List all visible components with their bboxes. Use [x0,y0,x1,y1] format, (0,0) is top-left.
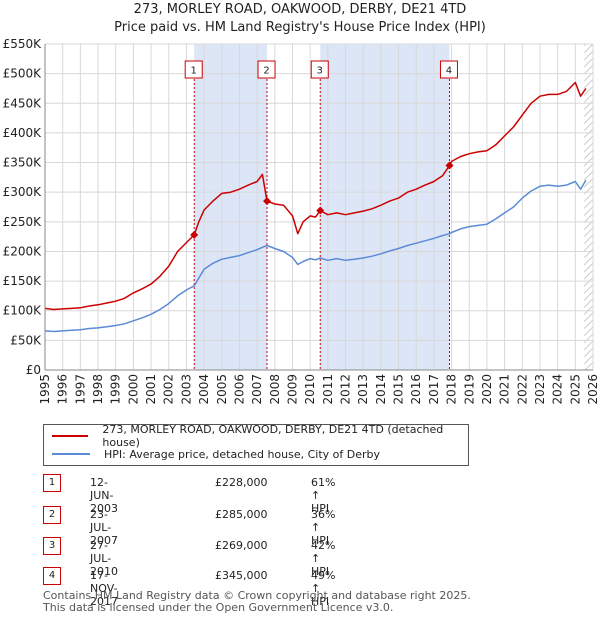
x-tick-label: 1998 [91,374,105,405]
legend: 273, MORLEY ROAD, OAKWOOD, DERBY, DE21 4… [43,423,469,466]
sale-marker-label: 3 [317,66,323,77]
y-tick-label: £550K [3,37,43,51]
x-tick-label: 2013 [356,374,370,405]
sale-marker-label: 4 [446,66,452,77]
x-tick-label: 1996 [56,374,70,405]
x-tick-label: 2007 [250,374,264,405]
x-tick-label: 2015 [392,374,406,405]
x-tick-label: 2021 [498,374,512,405]
x-tick-label: 2003 [179,374,193,405]
x-tick-label: 1995 [38,374,52,405]
shaded-period [320,44,450,370]
y-tick-label: £100K [3,304,43,318]
hpi-line [44,179,587,333]
x-tick-label: 1999 [109,374,123,405]
x-tick-label: 2006 [232,374,246,405]
y-tick-label: £50K [10,333,42,347]
y-tick-label: £0 [26,363,41,377]
transaction-price: £345,000 [215,569,268,582]
transaction-date: 17-NOV-2017 [90,569,118,608]
x-tick-label: 2017 [427,374,441,405]
y-tick-label: £450K [3,96,43,110]
chart-title: 273, MORLEY ROAD, OAKWOOD, DERBY, DE21 4… [133,2,467,17]
x-tick-label: 2014 [374,374,388,405]
sale-marker-label: 1 [191,66,197,77]
y-tick-label: £250K [3,215,43,229]
transaction-hpi: 36% ↑ HPI [311,508,336,547]
x-tick-label: 2009 [285,374,299,405]
y-tick-label: £200K [3,244,43,258]
sale-point [263,197,272,206]
shaded-period [194,44,268,370]
legend-swatch-property [52,435,89,437]
y-tick-label: £300K [3,185,43,199]
y-tick-label: £350K [3,156,43,170]
legend-item-hpi: HPI: Average price, detached house, City… [52,446,380,462]
x-tick-label: 2026 [586,374,600,405]
transaction-number: 1 [43,474,61,492]
transaction-date: 12-JUN-2003 [90,476,118,515]
legend-item-property: 273, MORLEY ROAD, OAKWOOD, DERBY, DE21 4… [52,423,468,449]
x-tick-label: 2019 [462,374,476,405]
x-tick-label: 2008 [268,374,282,405]
transaction-price: £285,000 [215,508,268,521]
sale-marker-box [257,60,276,79]
sale-marker-box [184,60,203,79]
price-chart: 1 2 3 4 £0 £50K £100K £150K £200K £250K £300K £350… [3,37,600,405]
x-tick-label: 2022 [515,374,529,405]
property-price-line [44,81,587,311]
x-tick-label: 2023 [533,374,547,405]
transaction-number: 3 [43,537,61,555]
transaction-number: 4 [43,567,61,585]
transaction-hpi: 61% ↑ HPI [311,476,336,515]
chart-subtitle: Price paid vs. HM Land Registry's House … [114,20,486,35]
x-tick-label: 2024 [551,374,565,405]
transaction-hpi: 42% ↑ HPI [311,539,336,578]
legend-label-property: 273, MORLEY ROAD, OAKWOOD, DERBY, DE21 4… [102,423,444,449]
x-tick-label: 1997 [73,374,87,405]
sale-point [316,206,325,215]
legend-label-hpi: HPI: Average price, detached house, City… [104,447,381,461]
footer-licence: This data is licensed under the Open Gov… [43,601,394,614]
x-tick-label: 2002 [162,374,176,405]
transaction-number: 2 [43,506,61,524]
transaction-price: £269,000 [215,539,268,552]
y-tick-label: £500K [3,67,43,81]
legend-swatch-hpi [52,453,90,455]
sale-marker-box [439,60,458,79]
footer-copyright: Contains HM Land Registry data © Crown c… [43,589,471,602]
x-tick-label: 2012 [339,374,353,405]
sale-point [190,230,199,239]
x-tick-label: 2025 [568,374,582,405]
sale-point [445,161,454,170]
x-tick-label: 2000 [126,374,140,405]
y-tick-label: £150K [3,274,43,288]
x-tick-label: 2010 [303,374,317,405]
x-tick-label: 2016 [409,374,423,405]
sale-marker-box [310,60,329,79]
x-tick-label: 2001 [144,374,158,405]
transaction-hpi: 49% ↑ HPI [311,569,336,608]
x-tick-label: 2005 [215,374,229,405]
x-tick-label: 2011 [321,374,335,405]
sale-marker-label: 2 [263,66,269,77]
transaction-price: £228,000 [215,476,268,489]
hatched-region [584,44,593,370]
transaction-date: 23-JUL-2007 [90,508,118,547]
x-tick-label: 2020 [480,374,494,405]
y-tick-label: £400K [3,126,43,140]
x-tick-label: 2004 [197,374,211,405]
x-tick-label: 2018 [445,374,459,405]
transaction-date: 27-JUL-2010 [90,539,118,578]
